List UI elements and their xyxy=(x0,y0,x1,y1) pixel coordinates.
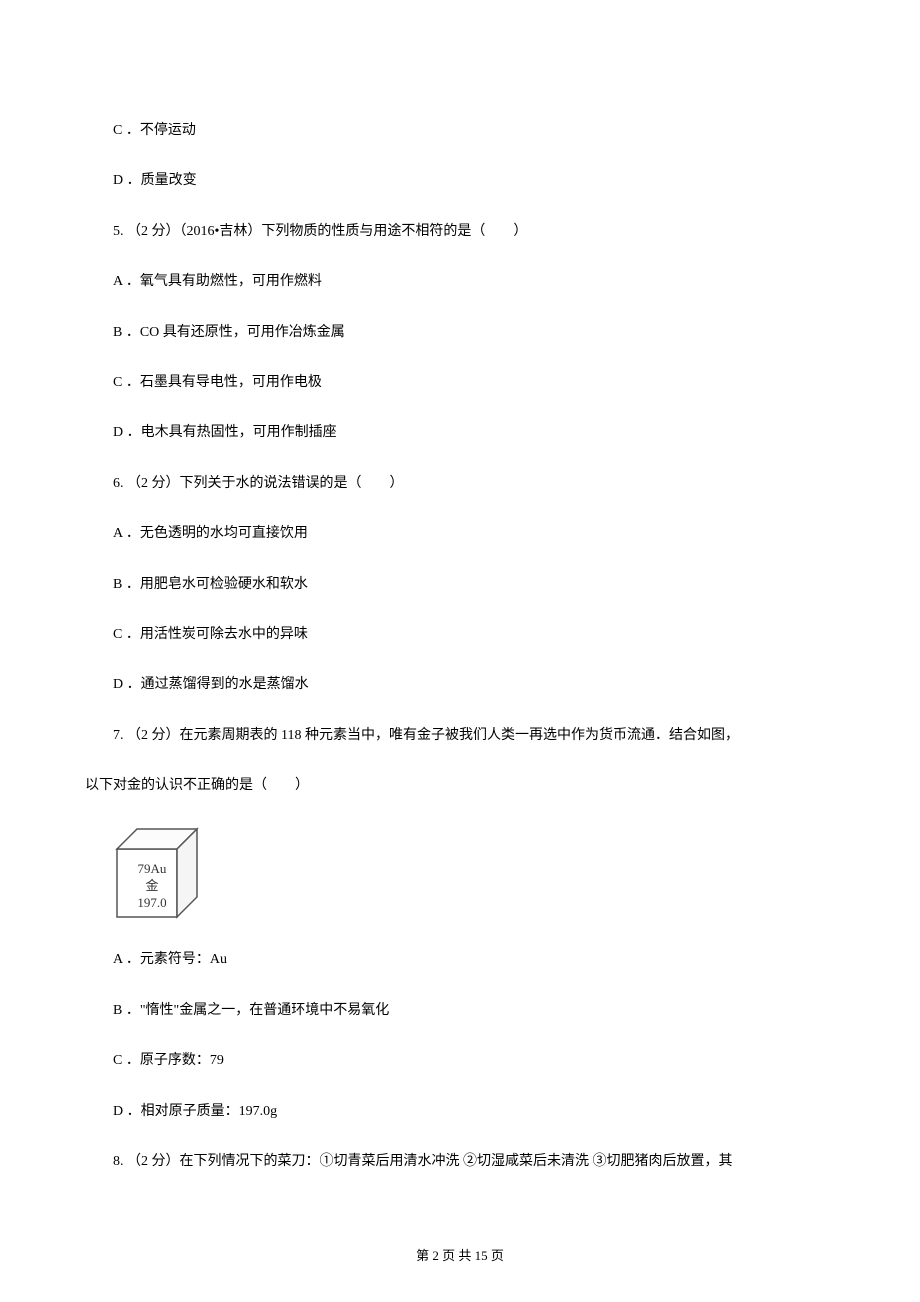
q5-option-d: D ．电木具有热固性，可用作制插座 xyxy=(85,422,835,444)
q6-option-a: A ．无色透明的水均可直接饮用 xyxy=(85,523,835,545)
q7-option-b: B ．"惰性"金属之一，在普通环境中不易氧化 xyxy=(85,1000,835,1022)
q5-stem: 5. （2 分）（2016•吉林）下列物质的性质与用途不相符的是（ ） xyxy=(85,221,835,243)
option-d-top: D ．质量改变 xyxy=(85,170,835,192)
q8-stem: 8. （2 分）在下列情况下的菜刀：①切青菜后用清水冲洗 ②切湿咸菜后未清洗 ③… xyxy=(85,1151,835,1173)
element-name: 金 xyxy=(127,878,177,895)
q6-stem: 6. （2 分）下列关于水的说法错误的是（ ） xyxy=(85,473,835,495)
element-mass: 197.0 xyxy=(127,895,177,912)
q7-option-c: C ．原子序数：79 xyxy=(85,1050,835,1072)
option-c-top: C ．不停运动 xyxy=(85,120,835,142)
page-footer: 第 2 页 共 15 页 xyxy=(0,1245,920,1264)
q5-option-b: B ．CO 具有还原性，可用作冶炼金属 xyxy=(85,322,835,344)
element-text: 79Au 金 197.0 xyxy=(127,861,177,912)
q7-stem-line1: 7. （2 分）在元素周期表的 118 种元素当中，唯有金子被我们人类一再选中作… xyxy=(85,725,835,747)
page-content: C ．不停运动 D ．质量改变 5. （2 分）（2016•吉林）下列物质的性质… xyxy=(0,0,920,1233)
q7-stem-line2: 以下对金的认识不正确的是（ ） xyxy=(85,775,835,797)
element-number-symbol: 79Au xyxy=(127,861,177,878)
q5-option-a: A ．氧气具有助燃性，可用作燃料 xyxy=(85,271,835,293)
element-box-figure: 79Au 金 197.0 xyxy=(113,825,209,921)
q5-option-c: C ．石墨具有导电性，可用作电极 xyxy=(85,372,835,394)
q7-option-d: D ．相对原子质量：197.0g xyxy=(85,1101,835,1123)
q6-option-c: C ．用活性炭可除去水中的异味 xyxy=(85,624,835,646)
q7-option-a: A ．元素符号：Au xyxy=(85,949,835,971)
q6-option-b: B ．用肥皂水可检验硬水和软水 xyxy=(85,574,835,596)
q6-option-d: D ．通过蒸馏得到的水是蒸馏水 xyxy=(85,674,835,696)
